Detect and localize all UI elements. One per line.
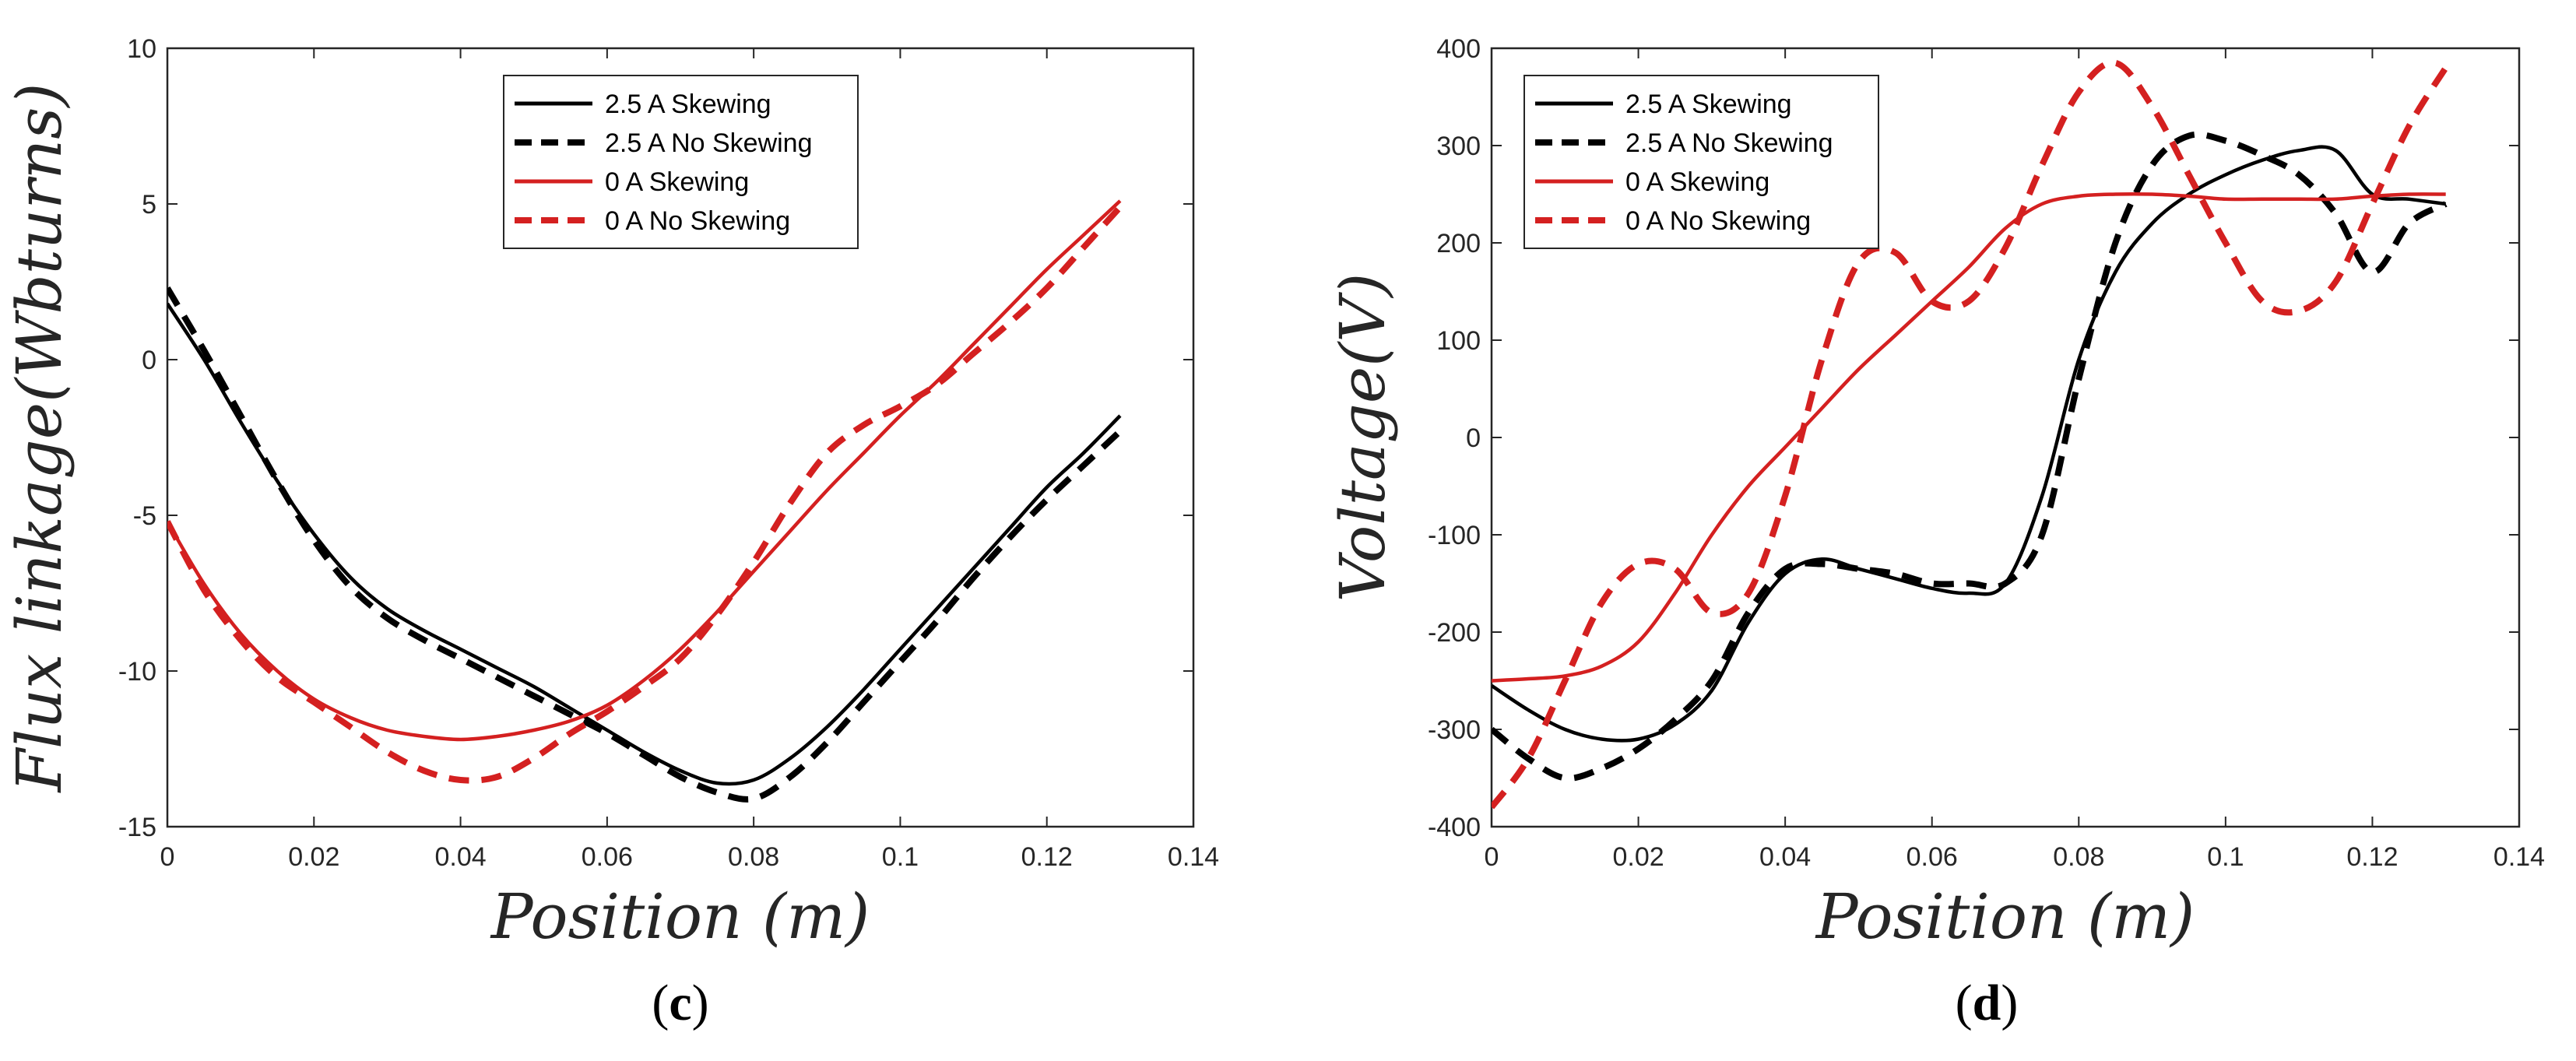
legend-label: 0 A Skewing	[605, 167, 749, 197]
x-tick-label: 0.12	[2346, 842, 2398, 872]
legend: 2.5 A Skewing 2.5 A No Skewing 0 A Skewing…	[1523, 75, 1879, 249]
panel-label-c: (c)	[652, 975, 708, 1031]
x-tick-label: 0.04	[434, 842, 486, 872]
panel-label-open: (	[652, 975, 669, 1031]
y-tick-label: 200	[1436, 229, 1481, 258]
series-line-2-5-a-no-skewing	[1492, 131, 2448, 782]
panel-label-d: (d)	[1956, 975, 2019, 1031]
panel-label-close: )	[692, 975, 709, 1031]
series-line-0-a-skewing	[1492, 191, 2446, 683]
legend: 2.5 A Skewing 2.5 A No Skewing 0 A Skewing…	[503, 75, 859, 249]
x-tick-label: 0.1	[2207, 842, 2244, 872]
series-line-2-5-a-no-skewing	[167, 286, 1123, 803]
y-tick-label: -15	[118, 813, 156, 842]
panel-label-letter: d	[1973, 975, 2001, 1031]
legend-label: 0 A No Skewing	[1625, 206, 1811, 236]
y-tick-label: 5	[142, 190, 156, 220]
y-tick-label: 0	[1466, 423, 1481, 453]
y-tick-label: 0	[142, 346, 156, 375]
y-tick-label: -300	[1428, 715, 1481, 745]
legend-label: 2.5 A Skewing	[1625, 90, 1792, 119]
legend-items: 2.5 A Skewing 2.5 A No Skewing 0 A Skewing…	[1535, 90, 1833, 236]
y-tick-label: -200	[1428, 618, 1481, 648]
x-tick-label: 0.02	[288, 842, 339, 872]
x-tick-label: 0.1	[882, 842, 919, 872]
legend-label: 2.5 A Skewing	[605, 90, 771, 119]
x-tick-label: 0.14	[2493, 842, 2545, 872]
legend-label: 2.5 A No Skewing	[605, 128, 813, 158]
x-tick-label: 0.04	[1759, 842, 1811, 872]
chart-d: 0 0.02 0.04 0.06 0.08 0.1 0.12 0.14 -400 -300 -200…	[1327, 34, 2545, 1031]
series-layer	[1492, 59, 2449, 810]
axes-ticks: 0 0.02 0.04 0.06 0.08 0.1 0.12 0.14 -15 -10 -5 0 5 10	[118, 34, 1219, 872]
y-tick-label: 10	[127, 34, 156, 64]
x-tick-label: 0.08	[728, 842, 779, 872]
panel-label-close: )	[2001, 975, 2018, 1031]
y-tick-label: 300	[1436, 132, 1481, 161]
series-layer	[167, 199, 1123, 803]
chart-c: 0 0.02 0.04 0.06 0.08 0.1 0.12 0.14 -15 -10 -5 0 5 10…	[3, 34, 1219, 1031]
series-line-0-a-no-skewing	[167, 205, 1123, 784]
x-tick-label: 0.06	[1907, 842, 1958, 872]
y-tick-label: -100	[1428, 521, 1481, 550]
x-tick-label: 0	[1485, 842, 1499, 872]
x-tick-label: 0.06	[582, 842, 633, 872]
y-tick-label: -10	[118, 657, 156, 687]
y-tick-label: -5	[133, 501, 156, 531]
x-tick-label: 0	[160, 842, 175, 872]
axes-ticks: 0 0.02 0.04 0.06 0.08 0.1 0.12 0.14 -400 -300 -200…	[1428, 34, 2545, 872]
legend-label: 0 A No Skewing	[605, 206, 790, 236]
x-axis-label: Position (m)	[490, 880, 870, 953]
series-line-0-a-no-skewing	[1492, 59, 2449, 810]
y-tick-label: 100	[1436, 326, 1481, 356]
x-tick-label: 0.08	[2053, 842, 2104, 872]
panel-label-open: (	[1956, 975, 1973, 1031]
x-tick-label: 0.02	[1612, 842, 1664, 872]
y-tick-label: 400	[1436, 34, 1481, 64]
legend-label: 2.5 A No Skewing	[1625, 128, 1833, 158]
x-axis-label: Position (m)	[1815, 880, 2195, 953]
y-tick-label: -400	[1428, 813, 1481, 842]
x-tick-label: 0.14	[1168, 842, 1219, 872]
y-axis-label: Voltage(V)	[1327, 273, 1399, 603]
panel-label-letter: c	[669, 975, 691, 1031]
legend-label: 0 A Skewing	[1625, 167, 1769, 197]
x-tick-label: 0.12	[1021, 842, 1073, 872]
legend-items: 2.5 A Skewing 2.5 A No Skewing 0 A Skewing…	[515, 90, 813, 236]
y-axis-label: Flux linkage(Wbturns)	[3, 83, 76, 794]
